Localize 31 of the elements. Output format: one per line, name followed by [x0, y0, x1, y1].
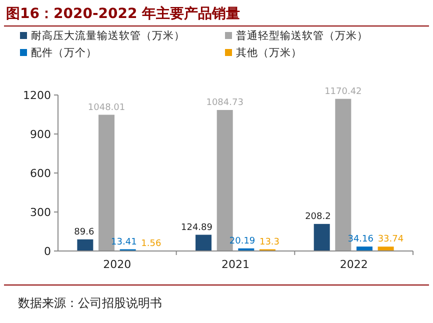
legend-label: 普通轻型输送软管（万米） [236, 29, 368, 42]
data-label: 1170.42 [324, 86, 362, 97]
legend-label: 其他（万米） [236, 46, 302, 59]
data-label: 89.6 [74, 227, 94, 238]
chart-title: 图16：2020-2022 年主要产品销量 [6, 5, 240, 22]
data-label: 1084.73 [206, 98, 244, 108]
data-label: 20.19 [229, 236, 256, 246]
legend-label: 耐高压大流量输送软管（万米） [31, 29, 185, 42]
data-label: 33.74 [378, 234, 404, 245]
data-label: 1.56 [141, 238, 162, 249]
legend-label: 配件（万个） [31, 47, 97, 59]
x-tick-label: 2021 [222, 258, 250, 271]
x-tick-label: 2022 [340, 258, 368, 271]
bar [314, 224, 330, 251]
y-tick-label: 900 [30, 128, 51, 141]
bar [77, 239, 94, 251]
bar [378, 246, 394, 251]
x-tick-label: 2020 [103, 258, 132, 271]
data-label: 124.89 [181, 222, 213, 233]
data-label: 1048.01 [88, 102, 126, 113]
source-note: 数据来源：公司招股说明书 [18, 296, 162, 310]
data-label: 208.2 [305, 212, 331, 222]
bar [356, 246, 372, 251]
data-label: 13.41 [111, 237, 137, 248]
y-tick-label: 600 [30, 167, 51, 180]
data-label: 34.16 [348, 234, 374, 245]
y-tick-label: 1200 [23, 89, 51, 102]
bar [196, 234, 212, 251]
y-tick-label: 0 [44, 245, 51, 258]
y-tick-label: 300 [30, 206, 51, 219]
data-label: 13.3 [259, 237, 280, 248]
